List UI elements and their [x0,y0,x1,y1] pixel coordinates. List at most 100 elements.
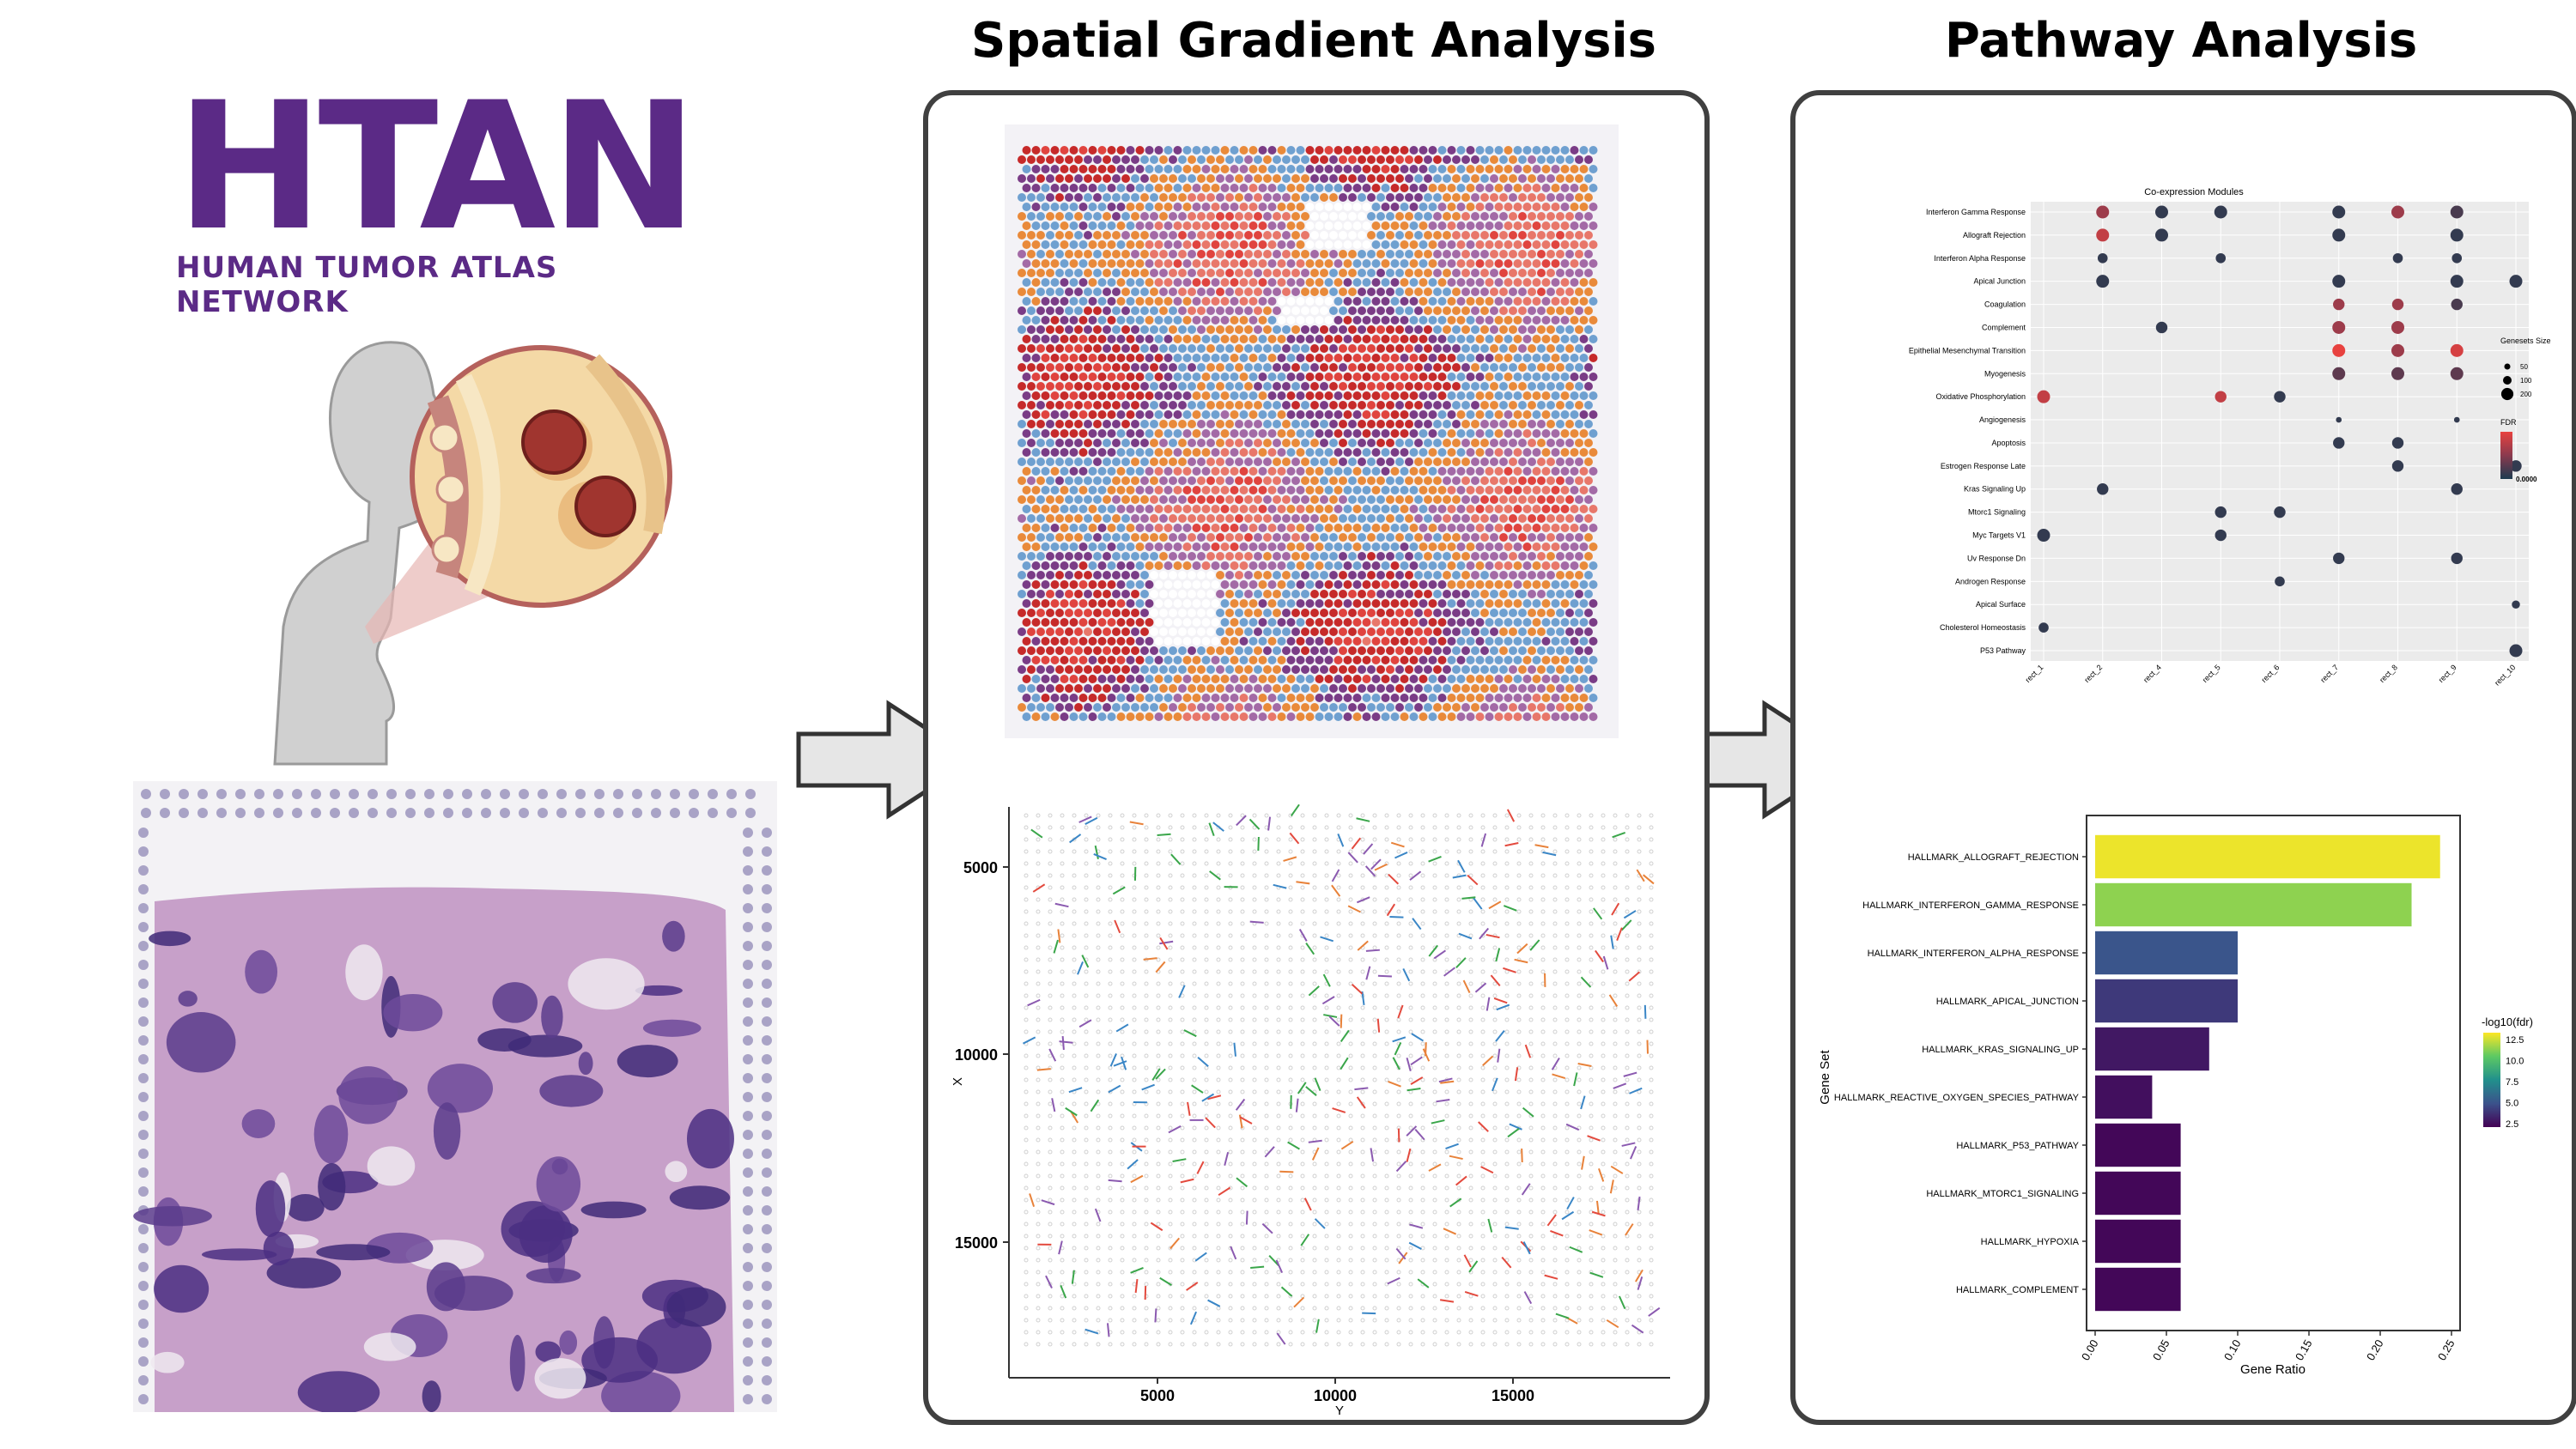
x-tick-label: 5000 [1140,1387,1175,1404]
dot-point [2215,391,2227,403]
htan-logo-subtitle: HUMAN TUMOR ATLAS NETWORK [176,251,558,319]
bar-legend-tick: 7.5 [2506,1077,2518,1088]
dot-y-label: Coagulation [1984,300,2026,309]
tissue-slide-image [133,781,777,1412]
bar-category-label: HALLMARK_KRAS_SIGNALING_UP [1922,1045,2079,1055]
dot-plot-title: Co-expression Modules [2144,187,2244,197]
bar [2095,1075,2153,1119]
dot-point [2332,205,2346,219]
dot-y-label: Apical Junction [1973,277,2026,286]
dot-y-label: Oxidative Phosphorylation [1935,392,2026,401]
dot-y-label: Uv Response Dn [1967,554,2026,562]
dot-point [2450,275,2464,288]
dot-point [2096,275,2110,288]
dot-point [2215,506,2227,518]
dot-point [2096,205,2110,219]
dot-point [2096,228,2110,242]
spatial-gradient-title: Spatial Gradient Analysis [971,13,1656,69]
bar-x-axis-label: Gene Ratio [2240,1362,2306,1377]
bar-legend-tick: 5.0 [2506,1099,2518,1109]
dot-x-label: rect_7 [2318,663,2340,684]
fdr-min-label: 0.0000 [2516,476,2537,483]
dot-point [2037,390,2050,403]
dot-point [2214,205,2227,219]
htan-logo-text: HTAN [176,65,698,270]
dot-point [2037,529,2050,543]
dot-x-label: rect_4 [2142,663,2163,684]
dot-point [2453,416,2460,423]
legend-size-dot [2500,387,2514,401]
dot-point [2333,298,2345,311]
dot-y-label: P53 Pathway [1980,646,2026,655]
dot-point [2391,367,2404,380]
dot-y-label: Myc Targets V1 [1972,531,2026,540]
dot-legend-size-title: Genesets Size [2500,336,2551,345]
bar-x-tick: 0.10 [2221,1337,2244,1362]
dot-point [2215,252,2227,264]
dot-point [2450,343,2464,357]
bar-x-tick: 0.00 [2079,1337,2101,1362]
dot-point [2391,205,2404,219]
dot-point [2391,320,2404,334]
bar-x-tick: 0.05 [2150,1337,2172,1362]
bar-category-label: HALLMARK_ALLOGRAFT_REJECTION [1908,852,2079,863]
dot-point [2333,437,2345,449]
dot-x-label: rect_2 [2082,663,2104,684]
dot-point [2097,483,2109,495]
dot-y-label: Estrogen Response Late [1941,462,2026,470]
dot-point [2155,321,2168,334]
x-tick-label: 10000 [1314,1387,1357,1404]
legend-size-label: 200 [2520,391,2532,398]
dot-point [2392,252,2403,264]
dot-point [2451,552,2463,565]
dot-point [2215,529,2227,542]
dot-point [2391,460,2404,472]
dot-x-label: rect_6 [2260,663,2281,684]
dot-point [2509,275,2523,288]
dot-point [2332,275,2346,288]
dot-y-label: Apical Surface [1976,600,2026,609]
dot-point [2038,622,2049,633]
bar [2095,931,2238,975]
bar-x-tick: 0.20 [2364,1337,2386,1362]
dot-y-label: Epithelial Mesenchymal Transition [1909,346,2026,355]
dot-point [2275,576,2285,587]
hallmark-bar-chart: HALLMARK_ALLOGRAFT_REJECTION HALLMARK_INT… [1818,815,2533,1377]
dot-x-label: rect_8 [2378,663,2399,684]
dot-y-label: Apoptosis [1991,439,2026,447]
bar [2095,882,2412,927]
dot-point [2510,460,2522,472]
dot-y-label: Allograft Rejection [1963,231,2026,239]
dot-point [2509,644,2523,658]
dot-point [2512,600,2520,609]
spatial-cluster-map [1005,124,1619,738]
dot-point [2155,205,2168,219]
bar-category-label: HALLMARK_P53_PATHWAY [1956,1141,2079,1151]
dot-point [2274,391,2286,403]
dot-point [2332,228,2346,242]
dot-point [2332,343,2346,357]
dot-point [2391,343,2404,357]
dot-point [2450,205,2464,219]
pathway-analysis-title: Pathway Analysis [1944,13,2418,69]
legend-size-label: 50 [2520,363,2528,371]
dot-legend-color-title: FDR [2500,418,2517,427]
dot-y-label: Kras Signaling Up [1964,485,2026,494]
legend-size-dot [2504,363,2511,370]
dot-point [2336,416,2342,423]
bar-legend-tick: 2.5 [2506,1119,2518,1130]
bar-category-label: HALLMARK_MTORC1_SIGNALING [1926,1189,2079,1199]
bar-category-label: HALLMARK_REACTIVE_OXYGEN_SPECIES_PATHWAY [1834,1093,2080,1103]
breast-zoom-circle [410,345,672,608]
dot-x-label: rect_5 [2201,663,2222,684]
dot-y-label: Androgen Response [1955,577,2026,585]
bar [2095,834,2440,879]
dot-x-label: rect_10 [2493,663,2517,687]
dot-x-label: rect_1 [2024,663,2045,684]
dot-point [2391,437,2404,449]
dot-point [2391,298,2404,311]
bar [2095,1027,2209,1071]
bar-legend-title: -log10(fdr) [2482,1016,2533,1028]
viridis-color-bar [2483,1033,2500,1127]
bar [2095,1171,2181,1216]
